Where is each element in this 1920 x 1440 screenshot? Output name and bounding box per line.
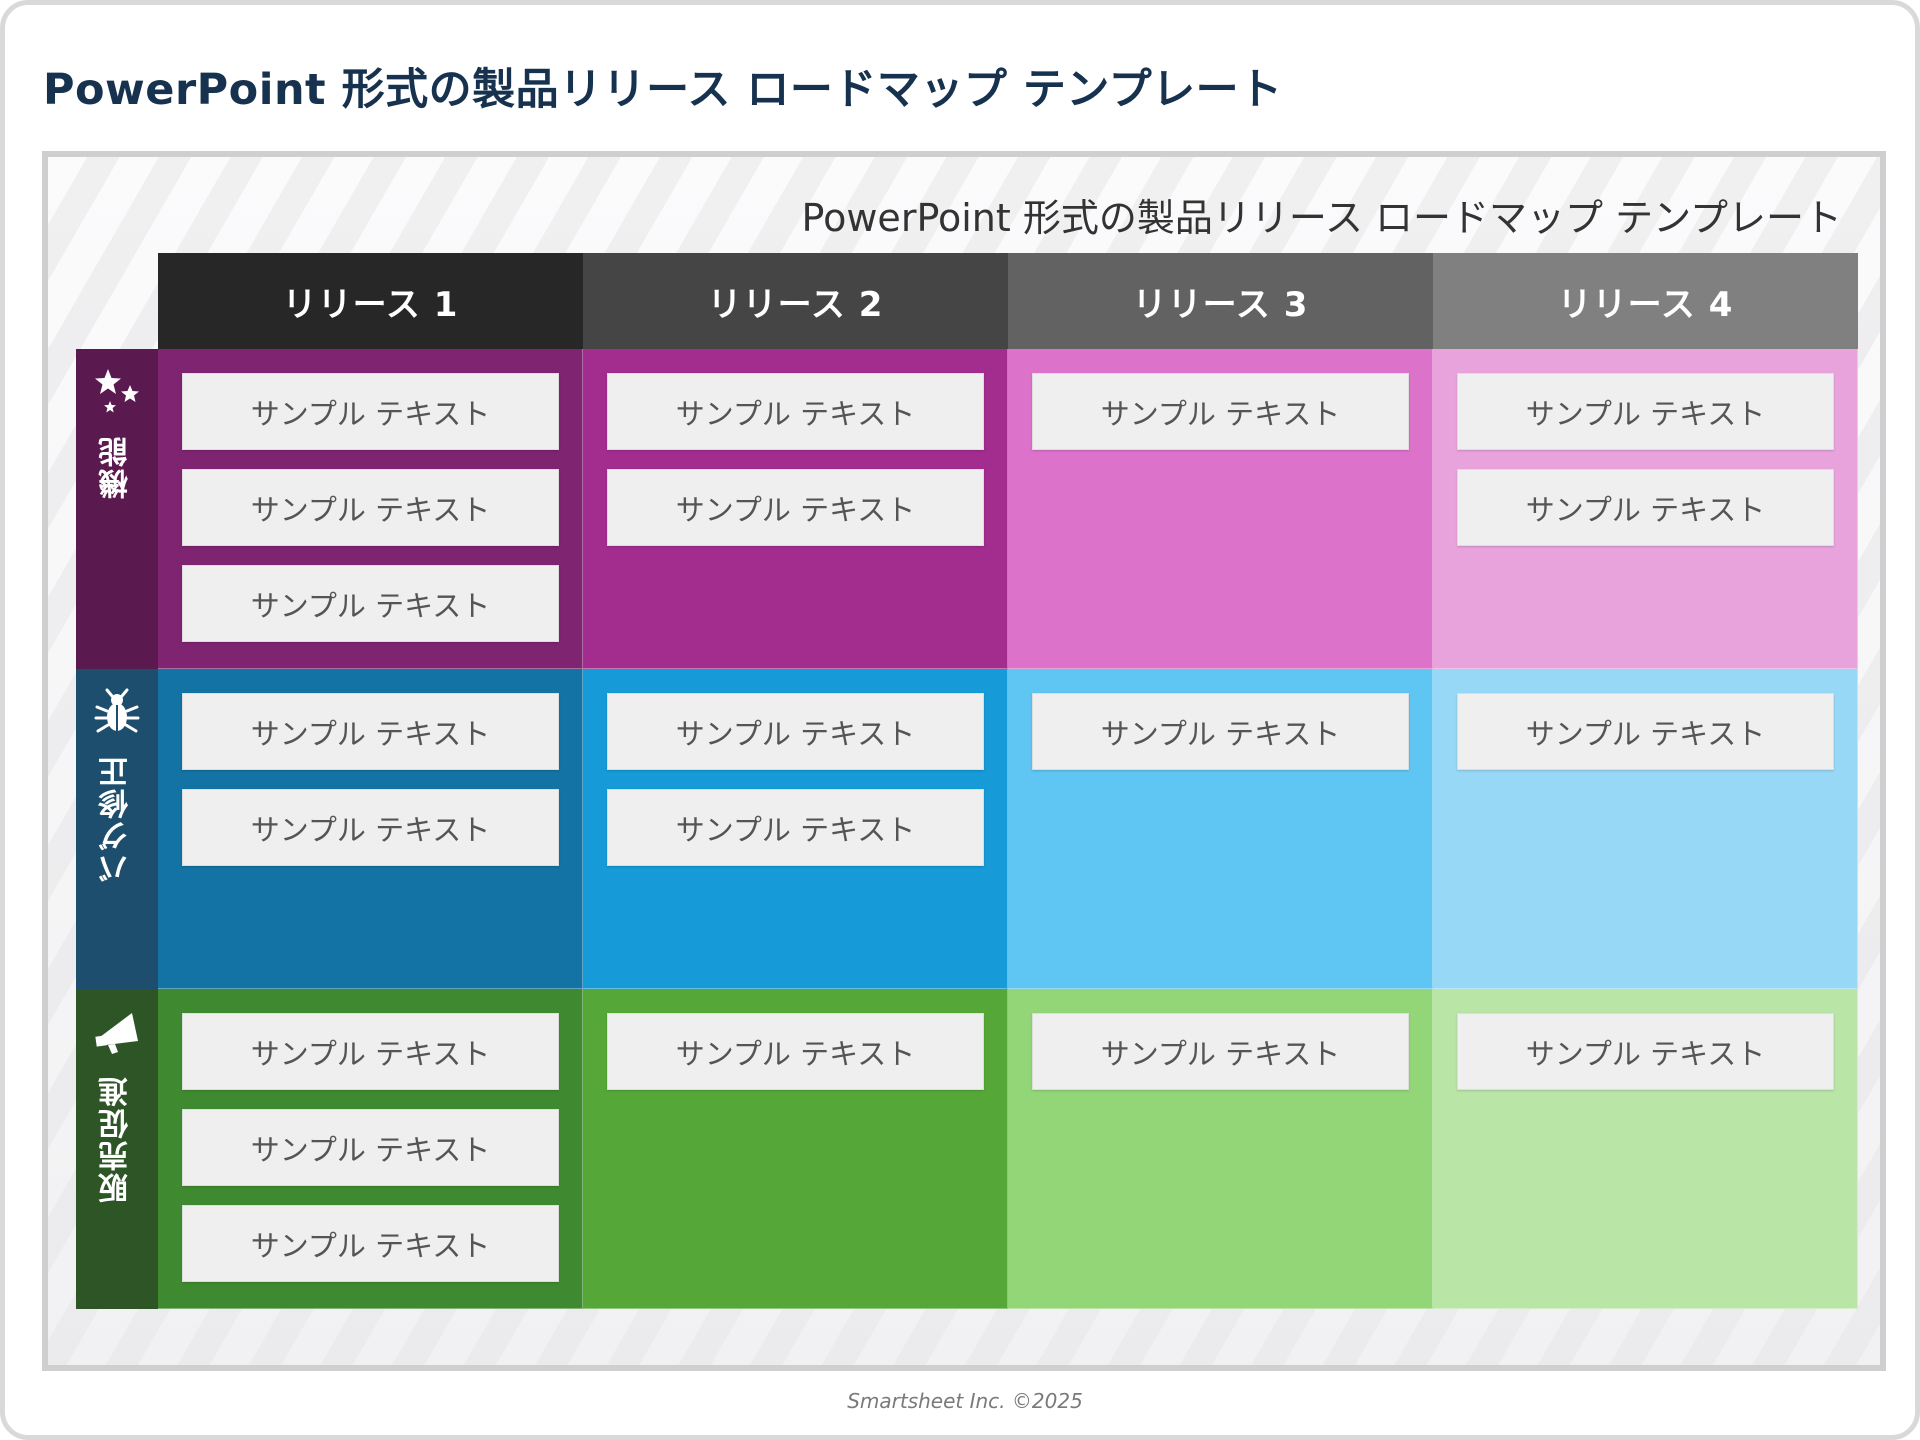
row-label-text: バグ修正 (99, 755, 134, 883)
sample-text-card: サンプル テキスト (1457, 373, 1834, 450)
sample-text-card: サンプル テキスト (182, 469, 559, 546)
sample-text-card: サンプル テキスト (182, 373, 559, 450)
sample-text-card: サンプル テキスト (182, 1205, 559, 1282)
sample-text-card: サンプル テキスト (182, 693, 559, 770)
roadmap-cell: サンプル テキスト (1008, 989, 1433, 1309)
row-label-bugfix: バグ修正 (76, 669, 158, 989)
roadmap-cell: サンプル テキスト サンプル テキスト (583, 669, 1008, 989)
slide: PowerPoint 形式の製品リリース ロードマップ テンプレート リリース … (42, 151, 1886, 1371)
sample-text-card: サンプル テキスト (607, 789, 984, 866)
sample-text-card: サンプル テキスト (1032, 693, 1409, 770)
sample-text-card: サンプル テキスト (607, 469, 984, 546)
row-label-promotion: 販売促進 (76, 989, 158, 1309)
release-header-4: リリース 4 (1433, 253, 1858, 349)
slide-title: PowerPoint 形式の製品リリース ロードマップ テンプレート (801, 196, 1842, 240)
page-title: PowerPoint 形式の製品リリース ロードマップ テンプレート (43, 65, 1283, 115)
roadmap-cell: サンプル テキスト (1433, 669, 1858, 989)
roadmap-grid: リリース 1 リリース 2 リリース 3 リリース 4 機能 (76, 253, 1858, 1309)
sample-text-card: サンプル テキスト (607, 693, 984, 770)
row-label-features: 機能 (76, 349, 158, 669)
sample-text-card: サンプル テキスト (182, 565, 559, 642)
sample-text-card: サンプル テキスト (607, 1013, 984, 1090)
roadmap-cell: サンプル テキスト サンプル テキスト (583, 349, 1008, 669)
row-label-text: 機能 (99, 435, 134, 499)
sample-text-card: サンプル テキスト (1457, 1013, 1834, 1090)
roadmap-cell: サンプル テキスト (583, 989, 1008, 1309)
sample-text-card: サンプル テキスト (1032, 373, 1409, 450)
roadmap-cell: サンプル テキスト (1008, 669, 1433, 989)
roadmap-cell: サンプル テキスト サンプル テキスト (1433, 349, 1858, 669)
sample-text-card: サンプル テキスト (1457, 693, 1834, 770)
footer-copyright: Smartsheet Inc. ©2025 (847, 1389, 1083, 1413)
sample-text-card: サンプル テキスト (1032, 1013, 1409, 1090)
megaphone-icon (95, 1013, 138, 1054)
sample-text-card: サンプル テキスト (607, 373, 984, 450)
sample-text-card: サンプル テキスト (182, 1013, 559, 1090)
roadmap-cell: サンプル テキスト (1433, 989, 1858, 1309)
release-header-2: リリース 2 (583, 253, 1008, 349)
sample-text-card: サンプル テキスト (182, 1109, 559, 1186)
sample-text-card: サンプル テキスト (182, 789, 559, 866)
roadmap-cell: サンプル テキスト サンプル テキスト (158, 669, 583, 989)
release-header-3: リリース 3 (1008, 253, 1433, 349)
bug-icon (94, 688, 140, 733)
roadmap-cell: サンプル テキスト (1008, 349, 1433, 669)
release-header-1: リリース 1 (158, 253, 583, 349)
row-label-text: 販売促進 (99, 1075, 134, 1203)
roadmap-cell: サンプル テキスト サンプル テキスト サンプル テキスト (158, 989, 583, 1309)
sample-text-card: サンプル テキスト (1457, 469, 1834, 546)
roadmap-cell: サンプル テキスト サンプル テキスト サンプル テキスト (158, 349, 583, 669)
stars-icon (95, 369, 139, 413)
